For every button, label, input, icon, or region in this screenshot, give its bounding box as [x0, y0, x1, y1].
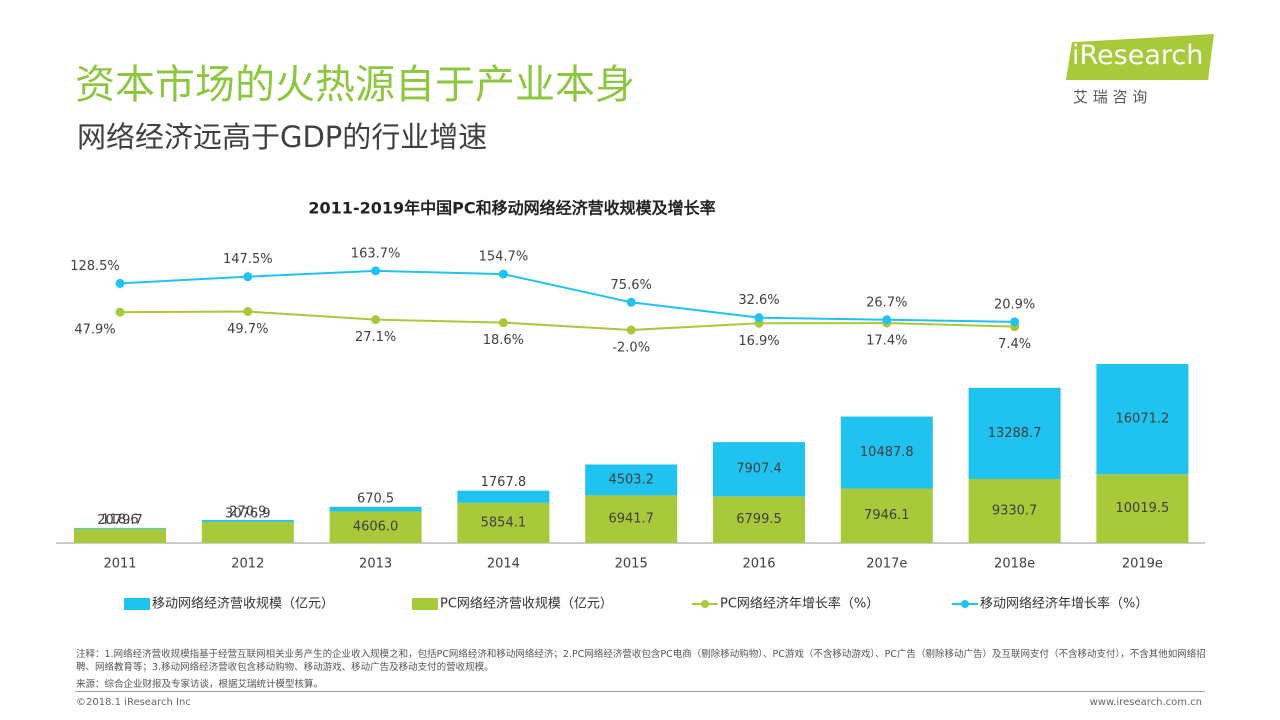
x-tick-label: 2014: [487, 557, 520, 572]
line-point: [626, 325, 636, 335]
copyright: ©2018.1 iResearch Inc: [76, 697, 191, 708]
line-point: [371, 266, 381, 276]
bar: [201, 521, 294, 543]
x-tick-label: 2013: [359, 557, 392, 572]
bar: [840, 416, 933, 489]
line: [119, 310, 1015, 332]
line-value-label: 75.6%: [611, 278, 652, 293]
bar: [1096, 474, 1189, 543]
logo-bg: [1066, 34, 1214, 80]
bar-value-label: 2079.7: [97, 513, 143, 528]
bar-value-label: 4503.2: [608, 472, 654, 487]
line-point: [115, 278, 125, 288]
footer-rule: [75, 691, 1205, 692]
bar: [713, 442, 805, 497]
legend-label: 移动网络经济营收规模（亿元）: [152, 596, 334, 612]
line-value-label: 163.7%: [351, 246, 401, 261]
source: 来源：综合企业财报及专家访谈，根据艾瑞统计模型核算。: [76, 679, 324, 690]
slide-title: 资本市场的火热源自于产业本身: [75, 62, 635, 108]
legend-label: PC网络经济年增长率（%）: [720, 596, 879, 612]
bar-value-label: 270.9: [229, 505, 266, 520]
x-tick-label: 2017e: [866, 557, 907, 572]
line-point: [498, 269, 508, 279]
bar: [585, 495, 678, 543]
chart-title: 2011-2019年中国PC和移动网络经济营收规模及增长率: [308, 199, 715, 218]
bar: [457, 502, 550, 543]
legend-swatch: [701, 600, 709, 608]
line-point: [882, 315, 892, 325]
bar-value-label: 3076.9: [225, 506, 271, 521]
line-point: [371, 315, 381, 325]
line-value-label: 20.9%: [994, 297, 1035, 312]
line-value-label: 128.5%: [70, 259, 120, 274]
line-point: [498, 318, 508, 328]
line-point: [626, 297, 636, 307]
bar: [329, 511, 422, 543]
legend-swatch: [124, 598, 150, 610]
line-value-label: 16.9%: [738, 334, 779, 349]
bar-value-label: 118.6: [101, 512, 138, 527]
bar-value-label: 10019.5: [1116, 501, 1170, 516]
bar: [1096, 364, 1189, 475]
x-tick-label: 2011: [103, 557, 136, 572]
line-value-label: 47.9%: [74, 323, 115, 338]
line-value-label: 26.7%: [866, 295, 907, 310]
line-value-label: 17.4%: [866, 334, 907, 349]
line: [119, 269, 1015, 323]
line-value-label: 32.6%: [738, 293, 779, 308]
line-value-label: 49.7%: [227, 322, 268, 337]
url: www.iresearch.com.cn: [1089, 697, 1202, 708]
slide-subtitle: 网络经济远高于GDP的行业增速: [77, 120, 488, 154]
note: 注释：1.网络经济营收规模指基于经营互联网相关业务产生的企业收入规模之和，包括P…: [76, 649, 1206, 673]
bar: [585, 464, 678, 496]
bar: [968, 387, 1061, 479]
bar: [329, 506, 422, 512]
logo: iResearch: [1072, 40, 1204, 71]
line-value-label: 27.1%: [355, 330, 396, 345]
bar: [968, 478, 1061, 543]
bar-value-label: 16071.2: [1116, 412, 1170, 427]
line-value-label: 154.7%: [479, 250, 529, 265]
bar-value-label: 7907.4: [736, 462, 782, 477]
legend-swatch: [961, 600, 969, 608]
bar: [201, 520, 294, 522]
legend-label: PC网络经济营收规模（亿元）: [440, 596, 613, 612]
bar-value-label: 5854.1: [481, 515, 527, 530]
line-value-label: 147.5%: [223, 252, 273, 267]
bar-value-label: 7946.1: [864, 508, 910, 523]
line-point: [243, 272, 253, 282]
legend-label: 移动网络经济年增长率（%）: [980, 596, 1148, 612]
x-tick-label: 2018e: [994, 557, 1035, 572]
bar-value-label: 10487.8: [860, 445, 914, 460]
x-tick-label: 2015: [615, 557, 648, 572]
bar: [74, 528, 166, 543]
legend-swatch: [412, 598, 438, 610]
x-tick-label: 2019e: [1122, 557, 1163, 572]
bar: [74, 527, 166, 529]
line-point: [115, 307, 125, 317]
bar: [840, 488, 933, 543]
bar-value-label: 6799.5: [736, 512, 782, 527]
line-value-label: -2.0%: [612, 341, 650, 356]
line-value-label: 18.6%: [483, 333, 524, 348]
bar-value-label: 4606.0: [353, 520, 399, 535]
bar-value-label: 6941.7: [608, 512, 654, 527]
x-tick-label: 2012: [231, 557, 264, 572]
bar-value-label: 13288.7: [988, 426, 1042, 441]
bar: [457, 490, 550, 503]
bar-value-label: 1767.8: [481, 475, 527, 490]
logo-cn: 艾 瑞 咨 询: [1073, 88, 1148, 106]
bar-value-label: 9330.7: [992, 503, 1038, 518]
bar-value-label: 670.5: [357, 491, 394, 506]
line-value-label: 7.4%: [998, 337, 1031, 352]
line-point: [243, 307, 253, 317]
line-point: [754, 313, 764, 323]
line-point: [1010, 317, 1020, 327]
bar: [713, 496, 805, 543]
x-tick-label: 2016: [742, 557, 775, 572]
